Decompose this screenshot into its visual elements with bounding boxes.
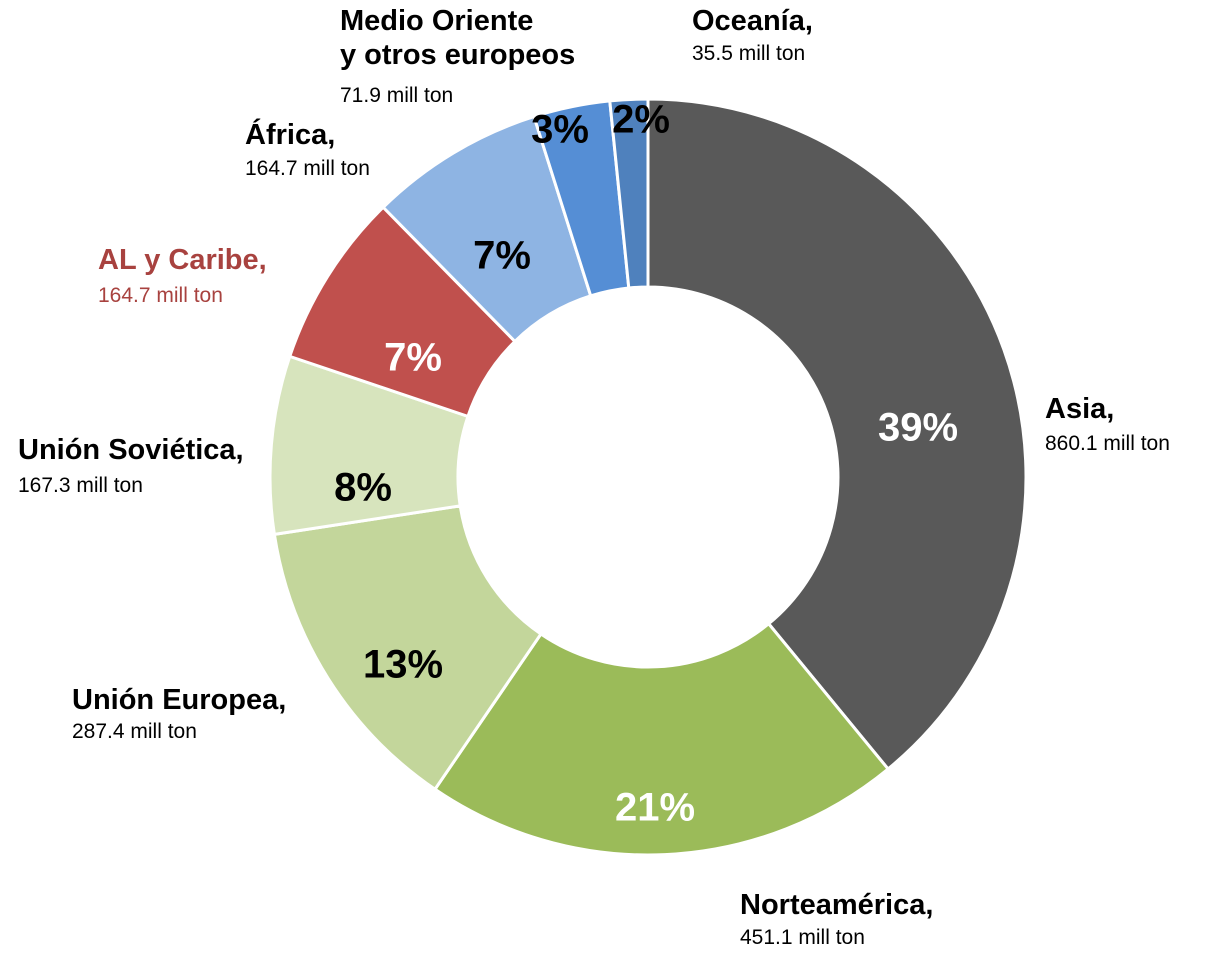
value-label: 287.4 mill ton: [72, 720, 197, 743]
percent-label: 2%: [612, 97, 670, 142]
category-label: Unión Soviética,: [18, 434, 244, 466]
slice: [646, 97, 1028, 772]
percent-label: 13%: [362, 642, 444, 687]
category-label: Oceanía,: [692, 5, 813, 37]
value-label: 164.7 mill ton: [245, 157, 370, 180]
category-label: Norteamérica,: [740, 889, 934, 921]
value-label: 451.1 mill ton: [740, 926, 865, 949]
category-label: AL y Caribe,: [98, 244, 267, 276]
category-label: Medio Oriente y otros europeos: [340, 5, 576, 71]
percent-label: 39%: [877, 405, 959, 450]
percent-label: 8%: [334, 465, 392, 510]
category-label: África,: [245, 119, 336, 151]
slice: [608, 97, 650, 290]
slice: [432, 621, 891, 857]
value-label: 164.7 mill ton: [98, 284, 223, 307]
category-label: Unión Europea,: [72, 684, 287, 716]
percent-label: 21%: [614, 785, 696, 830]
percent-label: 3%: [531, 107, 589, 152]
value-label: 71.9 mill ton: [340, 84, 454, 107]
percent-label: 7%: [384, 335, 442, 380]
slice: [272, 504, 544, 792]
value-label: 35.5 mill ton: [692, 42, 806, 65]
value-label: 860.1 mill ton: [1045, 432, 1170, 455]
percent-label: 7%: [473, 233, 531, 278]
category-label: Asia,: [1045, 393, 1115, 425]
value-label: 167.3 mill ton: [18, 474, 143, 497]
